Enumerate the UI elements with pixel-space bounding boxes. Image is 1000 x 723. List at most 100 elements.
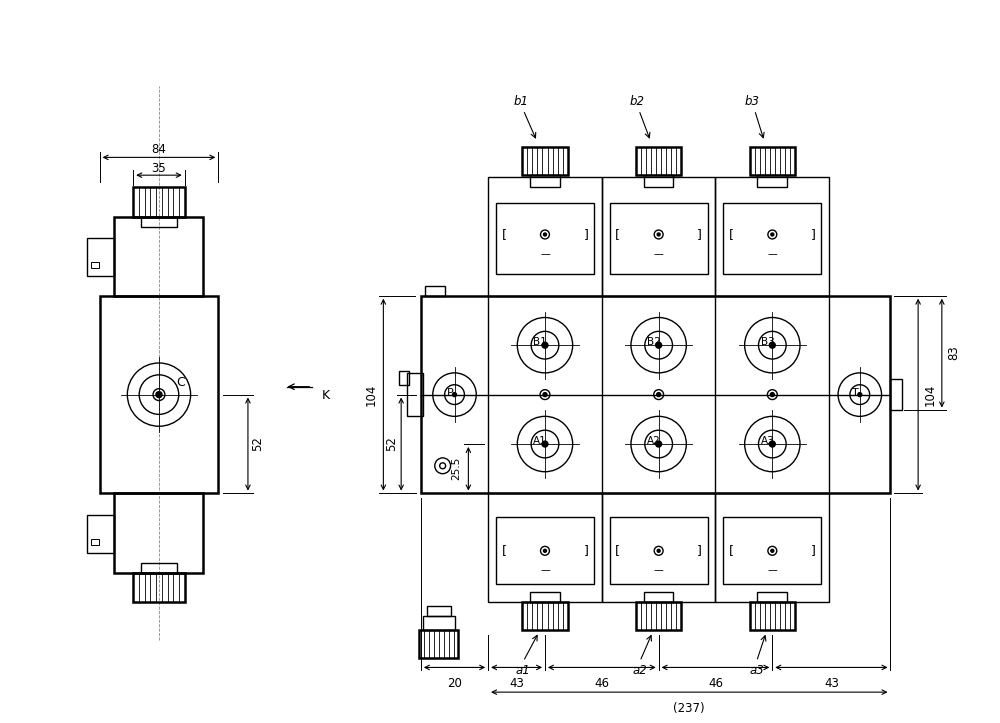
Circle shape [771, 233, 774, 236]
Bar [141, 217, 177, 226]
Text: 43: 43 [824, 677, 839, 690]
Text: B2: B2 [647, 337, 661, 347]
Bar [750, 602, 795, 630]
Bar [750, 147, 795, 175]
Text: a3: a3 [749, 664, 764, 677]
Text: [: [ [501, 228, 506, 241]
Text: 35: 35 [152, 162, 166, 175]
Circle shape [543, 393, 547, 397]
Bar [636, 147, 681, 175]
Bar [715, 494, 829, 602]
Text: 20: 20 [447, 677, 462, 690]
Bar [644, 592, 673, 602]
Circle shape [542, 441, 548, 447]
Text: a2: a2 [632, 664, 647, 677]
Text: ]: ] [811, 228, 816, 241]
Bar [141, 562, 177, 573]
Text: 52: 52 [385, 437, 398, 451]
Bar [496, 203, 594, 274]
Text: B3: B3 [761, 337, 774, 347]
Circle shape [656, 441, 662, 447]
Circle shape [769, 342, 775, 348]
Text: 52: 52 [251, 437, 264, 451]
Circle shape [657, 233, 660, 236]
Bar [644, 175, 673, 187]
Bar [114, 217, 203, 296]
Text: 104: 104 [923, 383, 936, 406]
Bar [133, 573, 185, 602]
Bar [723, 517, 821, 584]
Bar [427, 606, 451, 616]
Text: 83: 83 [947, 346, 960, 361]
Bar [399, 371, 409, 385]
Text: (237): (237) [673, 702, 705, 715]
Bar [421, 296, 890, 494]
Bar [91, 262, 99, 268]
Text: 104: 104 [365, 383, 378, 406]
Bar [636, 602, 681, 630]
Circle shape [543, 233, 546, 236]
Bar [530, 175, 560, 187]
Bar [522, 602, 568, 630]
Text: b2: b2 [629, 95, 644, 108]
Bar [757, 175, 787, 187]
Bar [100, 296, 218, 494]
Text: A3: A3 [761, 436, 774, 446]
Text: a1: a1 [516, 664, 531, 677]
Bar [890, 379, 902, 411]
Text: ]: ] [584, 544, 588, 557]
Circle shape [157, 392, 161, 397]
Circle shape [770, 393, 774, 397]
Text: ]: ] [811, 544, 816, 557]
Text: 46: 46 [594, 677, 609, 690]
Text: 46: 46 [708, 677, 723, 690]
Circle shape [542, 342, 548, 348]
Text: C: C [176, 376, 185, 389]
Bar [715, 177, 829, 296]
Text: b3: b3 [745, 95, 760, 108]
Circle shape [769, 441, 775, 447]
Text: —: — [767, 565, 777, 576]
Circle shape [858, 393, 862, 397]
Circle shape [771, 549, 774, 552]
Text: K: K [322, 389, 330, 402]
Circle shape [543, 549, 546, 552]
Text: b1: b1 [514, 95, 529, 108]
Bar [610, 203, 708, 274]
Text: A1: A1 [533, 436, 547, 446]
Bar [488, 494, 602, 602]
Bar [530, 592, 560, 602]
Text: T: T [852, 388, 859, 398]
Text: 84: 84 [152, 143, 166, 156]
Text: P: P [447, 388, 454, 398]
Circle shape [453, 393, 457, 397]
Bar [87, 515, 114, 553]
Bar [91, 539, 99, 545]
Text: —: — [540, 249, 550, 260]
Bar [602, 494, 715, 602]
Bar [757, 592, 787, 602]
Text: [: [ [729, 544, 734, 557]
Bar [522, 147, 568, 175]
Bar [488, 177, 602, 296]
Text: —: — [654, 565, 664, 576]
Text: —: — [767, 249, 777, 260]
Bar [419, 630, 458, 657]
Bar [425, 286, 445, 296]
Bar [87, 239, 114, 276]
Text: [: [ [729, 228, 734, 241]
Bar [723, 203, 821, 274]
Circle shape [657, 549, 660, 552]
Text: [: [ [615, 228, 620, 241]
Text: [: [ [615, 544, 620, 557]
Text: ]: ] [584, 228, 588, 241]
Bar [423, 616, 455, 630]
Bar [407, 373, 423, 416]
Bar [610, 517, 708, 584]
Bar [133, 187, 185, 217]
Text: [: [ [501, 544, 506, 557]
Text: —: — [654, 249, 664, 260]
Circle shape [656, 342, 662, 348]
Bar [602, 177, 715, 296]
Text: ]: ] [697, 544, 702, 557]
